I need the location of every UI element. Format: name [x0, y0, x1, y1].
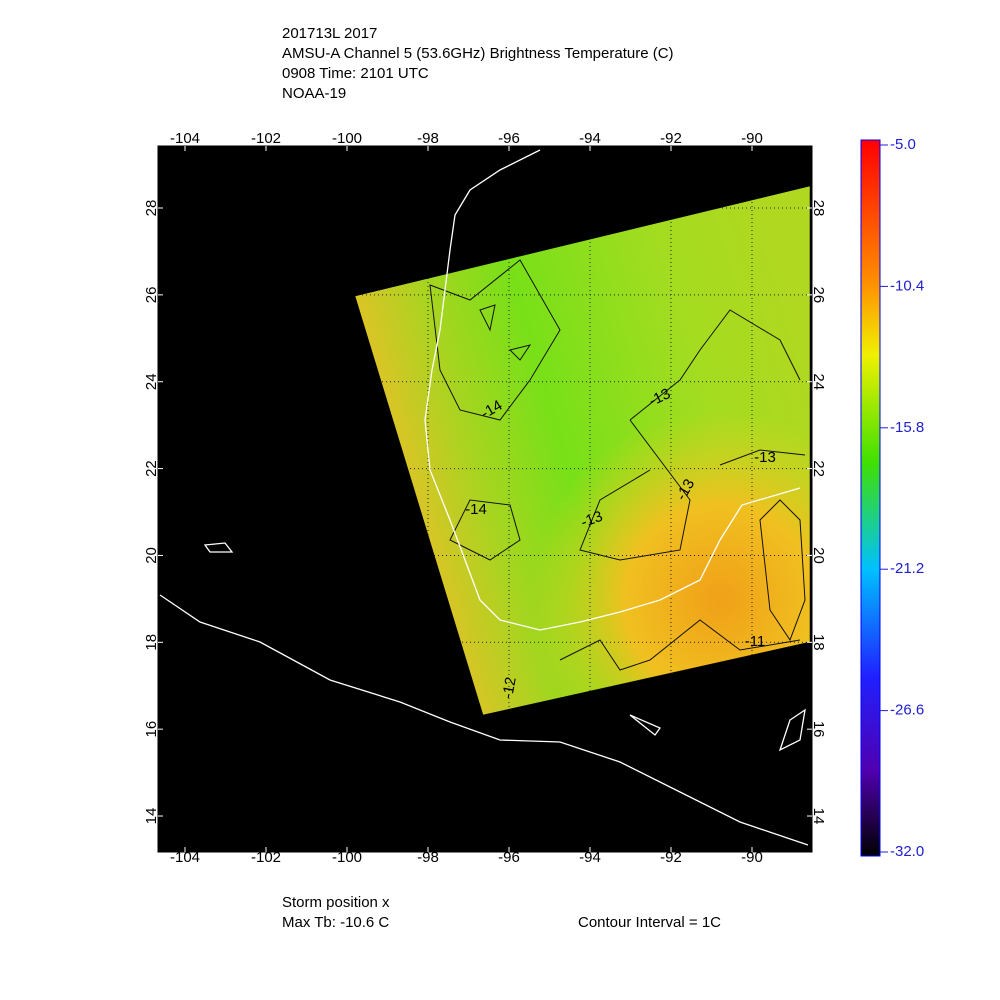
lat-label: 26	[143, 287, 160, 304]
lon-label: -94	[579, 849, 601, 866]
contour-label: -11	[745, 633, 766, 650]
contour-label: -12	[499, 676, 520, 700]
lon-label: -92	[660, 849, 682, 866]
lat-label: 24	[810, 373, 827, 390]
lon-label: -96	[498, 130, 520, 147]
lat-label: 20	[143, 547, 160, 564]
colorbar-label: -15.8	[890, 419, 924, 436]
title-line: 201713L 2017	[282, 25, 377, 42]
lon-label: -102	[251, 849, 281, 866]
lat-label: 16	[143, 721, 160, 738]
footer-text: Contour Interval = 1C	[578, 914, 721, 931]
colorbar-label: -32.0	[890, 843, 924, 860]
coastline	[159, 149, 809, 846]
lat-label: 22	[810, 460, 827, 477]
lat-label: 28	[810, 200, 827, 217]
lat-label: 18	[143, 634, 160, 651]
lat-label: 14	[143, 808, 160, 825]
lon-label: -94	[579, 130, 601, 147]
lon-label: -98	[417, 849, 439, 866]
lon-label: -102	[251, 130, 281, 147]
footer-text: Storm position x	[282, 894, 390, 911]
title-line: 0908 Time: 2101 UTC	[282, 65, 429, 82]
contour-label: -13	[579, 508, 605, 531]
contour-label: -14	[465, 501, 487, 518]
title-line: NOAA-19	[282, 85, 346, 102]
colorbar-label: -5.0	[890, 136, 916, 153]
contour-label: -13	[754, 449, 776, 466]
lon-label: -96	[498, 849, 520, 866]
lat-label: 26	[810, 287, 827, 304]
colorbar-label: -10.4	[890, 277, 924, 294]
lon-label: -90	[741, 130, 763, 147]
lat-label: 20	[810, 547, 827, 564]
contours	[429, 259, 806, 671]
lat-label: 24	[143, 373, 160, 390]
lat-label: 14	[810, 808, 827, 825]
lon-label: -98	[417, 130, 439, 147]
lat-label: 22	[143, 460, 160, 477]
lon-label: -100	[332, 130, 362, 147]
lon-label: -100	[332, 849, 362, 866]
lat-label: 16	[810, 721, 827, 738]
colorbar	[860, 139, 881, 857]
lon-label: -104	[170, 849, 200, 866]
colorbar-label: -26.6	[890, 702, 924, 719]
title-line: AMSU-A Channel 5 (53.6GHz) Brightness Te…	[282, 45, 674, 62]
lat-label: 18	[810, 634, 827, 651]
lon-label: -92	[660, 130, 682, 147]
lon-label: -90	[741, 849, 763, 866]
colorbar-label: -21.2	[890, 560, 924, 577]
lon-label: -104	[170, 130, 200, 147]
footer-text: Max Tb: -10.6 C	[282, 914, 389, 931]
lat-label: 28	[143, 200, 160, 217]
